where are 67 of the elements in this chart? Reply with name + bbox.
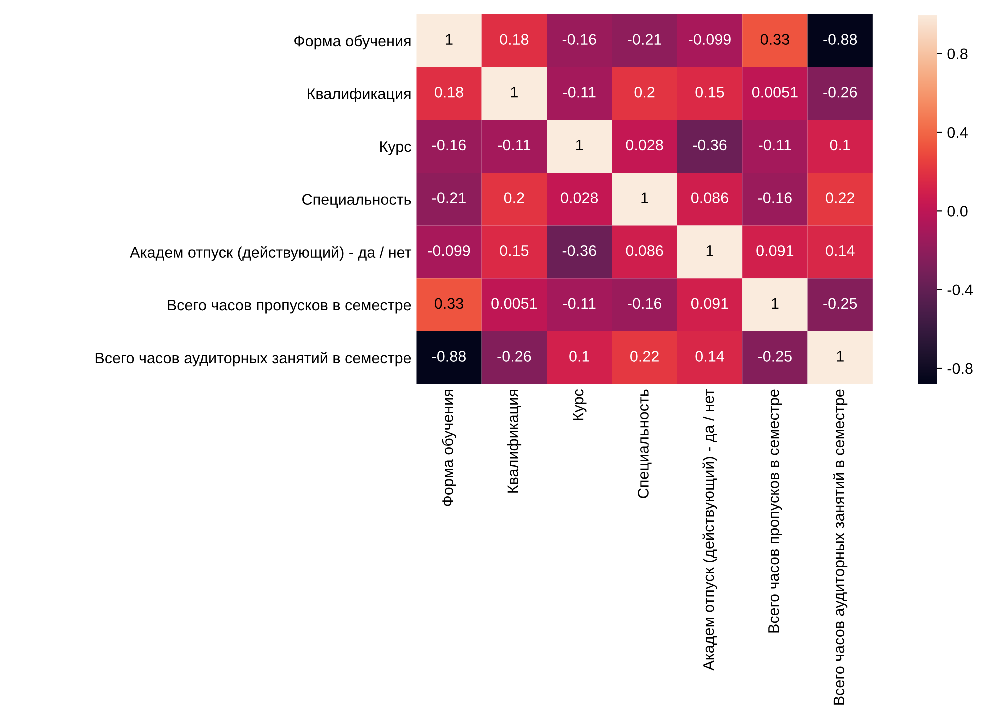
y-tick-label: Академ отпуск (действующий) - да / нет bbox=[130, 246, 412, 262]
data-label: 0.1 bbox=[570, 351, 590, 362]
data-label: -0.11 bbox=[759, 140, 792, 151]
data-label: 0.028 bbox=[561, 192, 598, 204]
data-label: 0.33 bbox=[760, 34, 790, 46]
data-label: 1 bbox=[772, 298, 779, 309]
data-label: -0.88 bbox=[824, 34, 858, 46]
data-label: 1 bbox=[511, 87, 518, 98]
data-label: 0.15 bbox=[696, 87, 724, 98]
data-label: -0.16 bbox=[628, 298, 662, 310]
data-label: -0.26 bbox=[498, 351, 532, 362]
y-tick-label: Всего часов пропусков в семестре bbox=[168, 300, 412, 314]
data-label: -0.099 bbox=[689, 34, 731, 46]
data-label: 0.18 bbox=[500, 34, 529, 46]
y-tick-label: Курс bbox=[380, 142, 412, 156]
data-label: -0.36 bbox=[562, 245, 596, 256]
data-label: 1 bbox=[837, 351, 844, 362]
data-label: 0.028 bbox=[626, 140, 664, 151]
data-label: 0.14 bbox=[696, 351, 724, 362]
data-label: 1 bbox=[642, 192, 648, 204]
data-label: -0.16 bbox=[432, 140, 466, 151]
data-label: 0.0051 bbox=[752, 87, 798, 98]
x-tick-label: Всего часов аудиторных занятий в семестре bbox=[833, 390, 848, 705]
x-tick-label: Курс bbox=[573, 390, 587, 420]
data-label: 0.086 bbox=[626, 245, 664, 256]
data-label: 0.086 bbox=[691, 192, 728, 204]
data-label: -0.16 bbox=[758, 192, 792, 204]
data-label: 1 bbox=[446, 34, 453, 45]
y-tick-label: Квалификация bbox=[308, 88, 411, 102]
x-tick-label: Квалификация bbox=[507, 390, 522, 493]
color-bar-label: 0.4 bbox=[948, 127, 968, 138]
data-label: -0.88 bbox=[432, 351, 466, 362]
data-label: 0.18 bbox=[434, 87, 464, 98]
data-label: 0.15 bbox=[500, 245, 529, 256]
data-label: -0.36 bbox=[693, 140, 727, 151]
data-label: -0.25 bbox=[758, 351, 792, 362]
color-bar-label: 0.8 bbox=[948, 48, 968, 60]
data-label: 0.091 bbox=[756, 245, 794, 256]
data-label: -0.21 bbox=[628, 34, 662, 46]
y-tick-label: Форма обучения bbox=[294, 35, 411, 50]
data-label: -0.11 bbox=[498, 140, 531, 151]
data-label: 0.22 bbox=[826, 192, 854, 204]
data-label: 0.2 bbox=[504, 192, 524, 204]
data-label: 0.33 bbox=[434, 298, 464, 310]
data-label: -0.21 bbox=[432, 192, 466, 204]
data-label: 0.091 bbox=[691, 298, 728, 310]
data-label: 0.22 bbox=[630, 351, 659, 362]
data-label: -0.26 bbox=[824, 87, 858, 98]
data-label: 0.2 bbox=[634, 87, 655, 98]
color-bar-label: -0.8 bbox=[948, 363, 973, 374]
data-label: 0.1 bbox=[830, 140, 850, 151]
data-label: -0.099 bbox=[428, 245, 470, 256]
color-bar-label: 0.0 bbox=[948, 206, 968, 217]
y-tick-label: Специальность bbox=[302, 194, 412, 208]
x-tick-label: Специальность bbox=[638, 390, 652, 498]
data-label: 1 bbox=[706, 246, 714, 256]
x-tick-label: Всего часов пропусков в семестре bbox=[768, 390, 782, 633]
data-label: 0.0051 bbox=[492, 298, 538, 310]
y-tick-label: Всего часов аудиторных занятий в семестре bbox=[96, 352, 412, 367]
data-label: 0.14 bbox=[826, 245, 855, 256]
x-tick-label: Академ отпуск (действующий) - да / нет bbox=[702, 389, 718, 671]
color-bar-label: -0.4 bbox=[948, 284, 974, 296]
data-label: 1 bbox=[576, 140, 584, 151]
data-label: -0.25 bbox=[824, 298, 858, 310]
data-label: -0.16 bbox=[562, 34, 596, 46]
data-label: -0.11 bbox=[563, 298, 596, 310]
data-label: -0.11 bbox=[563, 87, 596, 98]
